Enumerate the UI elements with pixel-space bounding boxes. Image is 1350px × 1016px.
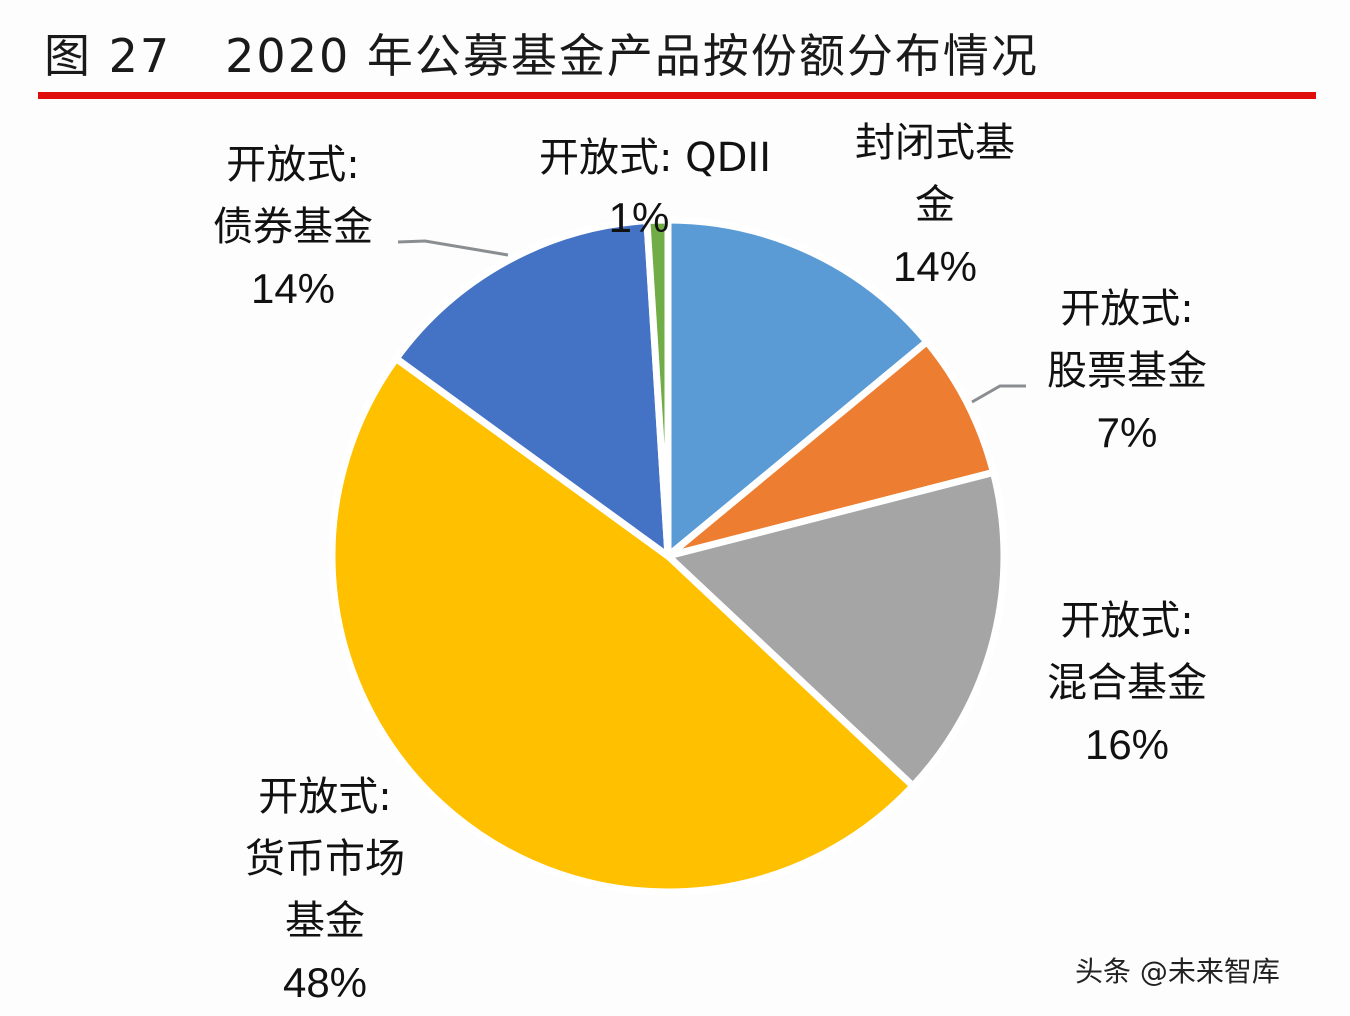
- label-percent: 14%: [250, 265, 336, 312]
- label-percent: 1%: [608, 194, 670, 241]
- label-stock-fund: 开放式: 股票基金 7%: [1022, 278, 1232, 464]
- slice-stock-fund: [664, 338, 997, 560]
- label-percent: 16%: [1084, 721, 1170, 768]
- slice-mixed-fund: [664, 468, 1008, 790]
- chart-title: 图 27 2020 年公募基金产品按份额分布情况: [44, 20, 1039, 86]
- label-line: 开放式:: [1060, 286, 1194, 332]
- label-line: 货币市场: [245, 836, 405, 882]
- label-money-market-fund: 开放式: 货币市场 基金 48%: [220, 766, 430, 1014]
- label-line: 金: [915, 182, 955, 228]
- label-line: 混合基金: [1047, 660, 1207, 706]
- label-line: 开放式:: [258, 774, 392, 820]
- figure-label: 图 27: [44, 29, 172, 83]
- slice-qdii: [643, 216, 672, 560]
- label-closed-fund: 封闭式基 金 14%: [830, 112, 1040, 298]
- label-line: 债券基金: [213, 204, 373, 250]
- label-percent: 7%: [1096, 409, 1158, 456]
- watermark: 头条 @未来智库: [1075, 955, 1280, 988]
- slice-closed-fund: [664, 216, 931, 560]
- leader-line-stock: [971, 384, 1026, 404]
- label-bond-fund: 开放式: 债券基金 14%: [188, 134, 398, 320]
- title-underline: [38, 92, 1316, 99]
- label-qdii: 开放式: QDII 1%: [500, 128, 810, 248]
- label-mixed-fund: 开放式: 混合基金 16%: [1022, 590, 1232, 776]
- label-line: 开放式:: [226, 142, 360, 188]
- label-line: 基金: [285, 898, 365, 944]
- label-line: 开放式: QDII: [538, 135, 772, 181]
- title-text: 2020 年公募基金产品按份额分布情况: [225, 29, 1039, 83]
- slice-money-market-fund: [328, 355, 917, 896]
- label-line: 封闭式基: [855, 120, 1015, 166]
- slice-bond-fund: [392, 217, 672, 560]
- label-line: 开放式:: [1060, 598, 1194, 644]
- leader-line-bond: [397, 239, 509, 257]
- label-percent: 48%: [282, 959, 368, 1006]
- label-line: 股票基金: [1047, 348, 1207, 394]
- label-percent: 14%: [892, 243, 978, 290]
